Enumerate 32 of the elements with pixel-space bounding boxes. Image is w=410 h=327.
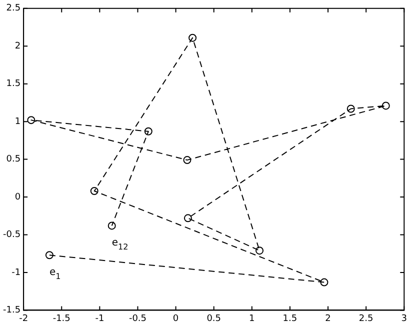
point [27,116,36,124]
x-tick-label: -2 [19,314,28,324]
point [108,222,116,230]
point [382,102,390,110]
y-tick-label: 2 [14,41,21,52]
y-tick-label: -0.5 [3,230,21,240]
point [188,34,197,42]
x-tick-label: -1 [95,314,104,324]
y-tick-label: -1 [12,268,21,278]
y-tick-label: 0.5 [6,154,21,165]
x-tick-label: 1 [249,314,255,324]
x-tick-label: 0.5 [206,314,222,324]
point [90,186,98,195]
y-tick-label: -1.5 [3,306,21,316]
y-tick-label: 1 [14,116,21,127]
point [144,127,152,136]
y-tick-label: 2.5 [6,4,21,14]
point [346,104,355,113]
y-tick-label: 1.5 [6,79,21,90]
x-tick-label: -1.5 [52,314,70,324]
x-tick-label: 2.5 [358,314,374,324]
point [320,278,328,286]
x-tick-label: 1.5 [282,314,298,324]
y-tick-label: 0 [14,192,21,202]
point [45,251,54,260]
x-tick-label: 3 [401,314,408,324]
point [184,214,192,222]
point [256,246,264,255]
x-tick-label: 0 [172,314,179,324]
x-tick-label: -0.5 [128,314,147,324]
x-tick-label: 2 [325,314,331,324]
point [183,156,192,164]
